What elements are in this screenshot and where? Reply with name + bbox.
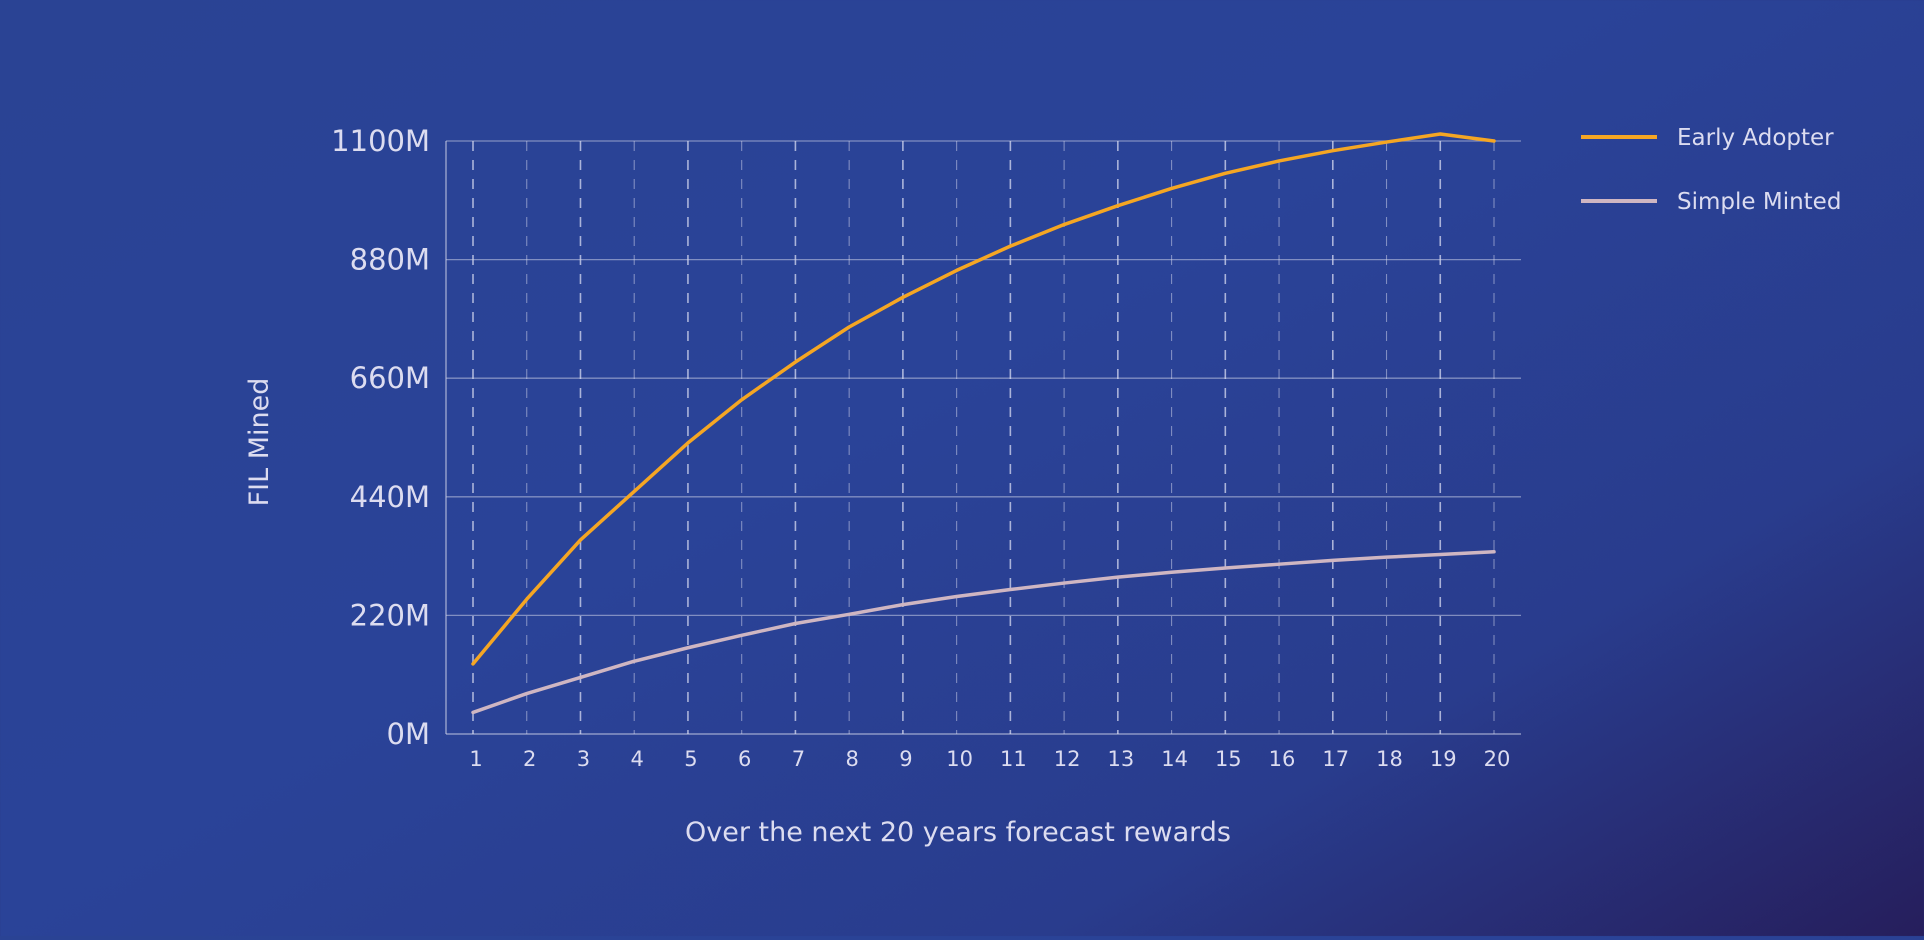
x-tick-label: 14 <box>1161 747 1188 771</box>
x-tick-label: 5 <box>684 747 697 771</box>
x-tick-label: 12 <box>1054 747 1081 771</box>
x-tick-label: 16 <box>1269 747 1296 771</box>
x-tick-label: 7 <box>792 747 805 771</box>
x-tick-label: 13 <box>1107 747 1134 771</box>
x-tick-label: 1 <box>469 747 482 771</box>
series-line-1 <box>471 132 1496 666</box>
y-tick-label: 880M <box>350 243 430 277</box>
x-tick-label: 10 <box>946 747 973 771</box>
y-axis-title: FIL Mined <box>244 378 275 507</box>
y-axis-ticks: 0M 220M 440M 660M 880M 1100M <box>331 124 430 751</box>
x-tick-label: 11 <box>1000 747 1027 771</box>
series-lines <box>471 132 1496 715</box>
y-tick-label: 440M <box>350 480 430 514</box>
x-tick-label: 15 <box>1215 747 1242 771</box>
x-axis-title: Over the next 20 years forecast rewards <box>685 817 1231 848</box>
legend-label: Early Adopter <box>1677 125 1834 151</box>
x-tick-label: 3 <box>577 747 590 771</box>
legend-label: Simple Minted <box>1677 189 1841 215</box>
x-tick-label: 6 <box>738 747 751 771</box>
grid <box>445 140 1521 735</box>
y-tick-label: 1100M <box>331 124 430 158</box>
x-tick-label: 9 <box>899 747 912 771</box>
y-tick-label: 660M <box>350 361 430 395</box>
y-tick-label: 0M <box>387 717 430 751</box>
legend: Early Adopter Simple Minted <box>1581 125 1841 215</box>
x-tick-label: 2 <box>523 747 536 771</box>
x-axis-ticks: 1 2 3 4 5 6 7 8 9 10 11 12 13 14 15 16 17 18 19 20 <box>469 747 1510 771</box>
x-tick-label: 18 <box>1376 747 1403 771</box>
x-tick-label: 8 <box>845 747 858 771</box>
x-tick-label: 4 <box>631 747 644 771</box>
x-tick-label: 17 <box>1322 747 1349 771</box>
x-tick-label: 20 <box>1484 747 1511 771</box>
x-tick-label: 19 <box>1430 747 1457 771</box>
y-tick-label: 220M <box>350 598 430 632</box>
series-line-2 <box>471 550 1496 715</box>
